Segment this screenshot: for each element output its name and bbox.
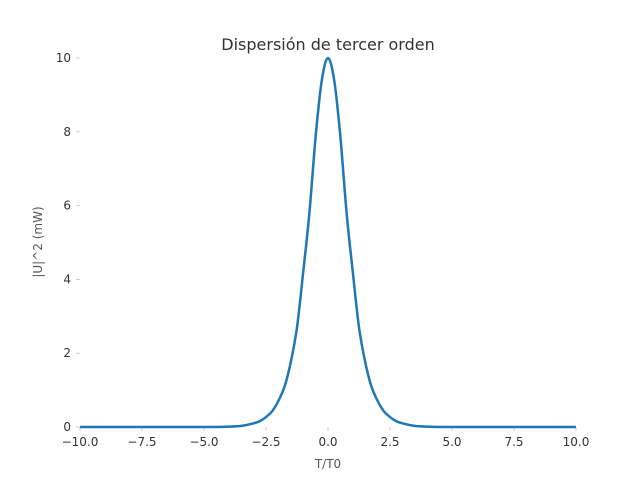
x-tick-label: 7.5 (504, 435, 523, 449)
y-axis: 0 2 4 6 8 10 (56, 51, 80, 434)
x-tick-label: 5.0 (442, 435, 461, 449)
x-tick-label: −10.0 (62, 435, 99, 449)
x-axis: −10.0 −7.5 −5.0 −2.5 0.0 2.5 5.0 7.5 10.0 (62, 427, 590, 449)
x-tick-label: −2.5 (251, 435, 280, 449)
y-tick-label: 6 (63, 199, 71, 213)
y-axis-title: |U|^2 (mW) (31, 206, 45, 277)
y-tick-label: 0 (63, 420, 71, 434)
chart-title: Dispersión de tercer orden (221, 35, 434, 54)
x-tick-label: 2.5 (380, 435, 399, 449)
plot-area (79, 56, 577, 429)
x-axis-title: T/T0 (314, 457, 341, 471)
x-tick-label: −7.5 (127, 435, 156, 449)
y-tick-label: 2 (63, 346, 71, 360)
y-tick-label: 10 (56, 51, 71, 65)
y-tick-label: 8 (63, 125, 71, 139)
x-tick-label: −5.0 (189, 435, 218, 449)
x-tick-label: 0.0 (318, 435, 337, 449)
x-tick-label: 10.0 (563, 435, 590, 449)
y-tick-label: 4 (63, 272, 71, 286)
series-line (79, 56, 577, 429)
